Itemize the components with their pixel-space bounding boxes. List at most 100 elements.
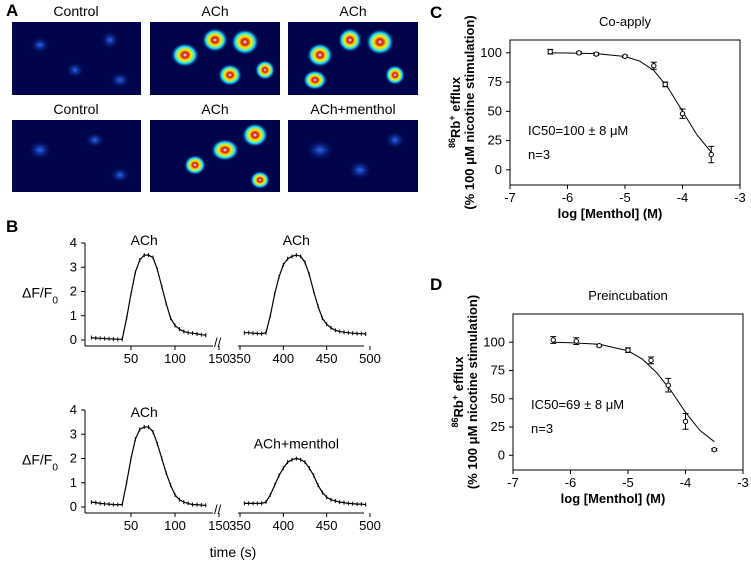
annotation: IC50=100 ± 8 μM xyxy=(528,123,628,138)
x-tick-label: 50 xyxy=(124,351,138,366)
axis-break: // xyxy=(214,502,222,517)
x-tick-label: -7 xyxy=(504,190,516,205)
x-tick-label: 100 xyxy=(164,518,186,533)
x-axis-label: time (s) xyxy=(210,544,257,560)
y-axis-label: 86Rb+ efflux xyxy=(450,356,466,428)
x-tick-label: -3 xyxy=(737,475,749,490)
data-point xyxy=(625,347,631,353)
y-tick-label: 75 xyxy=(488,74,502,89)
trace xyxy=(244,457,366,506)
annotation: n=3 xyxy=(531,421,553,436)
x-tick-label: 400 xyxy=(272,351,294,366)
data-point xyxy=(648,357,654,364)
image-caption: ACh xyxy=(201,101,228,117)
y-tick-label: 2 xyxy=(70,451,77,466)
data-point xyxy=(550,337,556,343)
chart-title: Co-apply xyxy=(599,14,652,29)
data-point xyxy=(576,50,582,56)
panel-label: A xyxy=(6,1,18,20)
x-tick-label: 500 xyxy=(359,518,381,533)
image-grid xyxy=(12,22,418,192)
x-tick-label: -5 xyxy=(619,190,631,205)
y-tick-label: 0 xyxy=(70,499,77,514)
label-part: 0 xyxy=(52,295,58,306)
x-tick-label: 150 xyxy=(208,518,230,533)
x-tick-label: 450 xyxy=(316,518,338,533)
y-tick-label: 4 xyxy=(70,402,77,417)
image-caption: Control xyxy=(53,101,98,117)
y-axis-label: (% 100 μM nicotine stimulation) xyxy=(462,15,477,209)
x-tick-label: -6 xyxy=(562,190,574,205)
panel-label: D xyxy=(430,275,442,294)
x-tick-label: -5 xyxy=(622,475,634,490)
data-point xyxy=(547,48,553,55)
x-tick-label: 350 xyxy=(229,518,251,533)
y-axis-label: ΔF/F0 xyxy=(22,452,58,474)
y-tick-label: 75 xyxy=(491,363,505,378)
x-tick-label: 350 xyxy=(229,351,251,366)
annotation: ACh+menthol xyxy=(254,436,339,452)
y-tick-label: 100 xyxy=(483,334,505,349)
chart-title: Preincubation xyxy=(588,288,668,303)
annotation: ACh xyxy=(131,404,158,420)
x-tick-label: 50 xyxy=(124,518,138,533)
data-point xyxy=(662,81,668,88)
x-tick-label: 450 xyxy=(316,351,338,366)
x-axis-label: log [Menthol] (M) xyxy=(558,206,663,221)
data-point xyxy=(622,53,628,60)
y-tick-label: 25 xyxy=(488,133,502,148)
y-tick-label: 0 xyxy=(495,162,502,177)
image xyxy=(288,120,418,192)
data-point xyxy=(651,63,657,69)
x-tick-label: -7 xyxy=(507,475,519,490)
label-part: 0 xyxy=(52,462,58,473)
trace xyxy=(91,426,206,506)
y-tick-label: 0 xyxy=(498,447,505,462)
data-point xyxy=(682,418,689,425)
y-tick-label: 0 xyxy=(70,332,77,347)
image-caption: Control xyxy=(53,3,98,19)
label-part: ΔF/F xyxy=(22,452,52,468)
label-part: efflux xyxy=(448,76,463,115)
data-point xyxy=(711,446,717,453)
x-axis-label: log [Menthol] (M) xyxy=(561,491,666,506)
label-part: 86 xyxy=(447,138,457,148)
y-tick-label: 50 xyxy=(488,103,502,118)
y-tick-label: 50 xyxy=(491,391,505,406)
y-tick-label: 1 xyxy=(70,475,77,490)
y-axis-label: ΔF/F0 xyxy=(22,285,58,307)
label-part: + xyxy=(447,115,457,120)
y-tick-label: 3 xyxy=(70,259,77,274)
data-point xyxy=(679,110,686,117)
image-caption: ACh+menthol xyxy=(310,101,395,117)
x-tick-label: -6 xyxy=(565,475,577,490)
y-tick-label: 25 xyxy=(491,419,505,434)
panel-label: C xyxy=(430,3,442,22)
trace xyxy=(244,254,366,335)
x-tick-label: -4 xyxy=(677,190,689,205)
x-tick-label: 100 xyxy=(164,351,186,366)
y-tick-label: 100 xyxy=(480,45,502,60)
image-caption: ACh xyxy=(339,3,366,19)
plot-frame xyxy=(509,39,741,186)
annotation: n=3 xyxy=(528,147,550,162)
image-caption: ACh xyxy=(201,3,228,19)
data-point xyxy=(665,382,671,388)
label-part: Rb xyxy=(451,400,466,417)
y-axis-label: 86Rb+ efflux xyxy=(447,76,463,148)
fit-curve xyxy=(553,341,715,443)
annotation: ACh xyxy=(131,232,158,248)
data-point xyxy=(596,342,602,349)
data-point xyxy=(708,151,714,158)
label-part: 86 xyxy=(450,417,460,427)
label-part: ΔF/F xyxy=(22,285,52,301)
x-tick-label: 150 xyxy=(208,351,230,366)
label-part: efflux xyxy=(451,356,466,395)
y-axis-label: (% 100 μM nicotine stimulation) xyxy=(465,295,480,489)
data-point xyxy=(573,338,579,344)
axis-break: // xyxy=(214,335,222,350)
y-tick-label: 3 xyxy=(70,426,77,441)
y-tick-label: 2 xyxy=(70,284,77,299)
trace xyxy=(91,254,206,340)
